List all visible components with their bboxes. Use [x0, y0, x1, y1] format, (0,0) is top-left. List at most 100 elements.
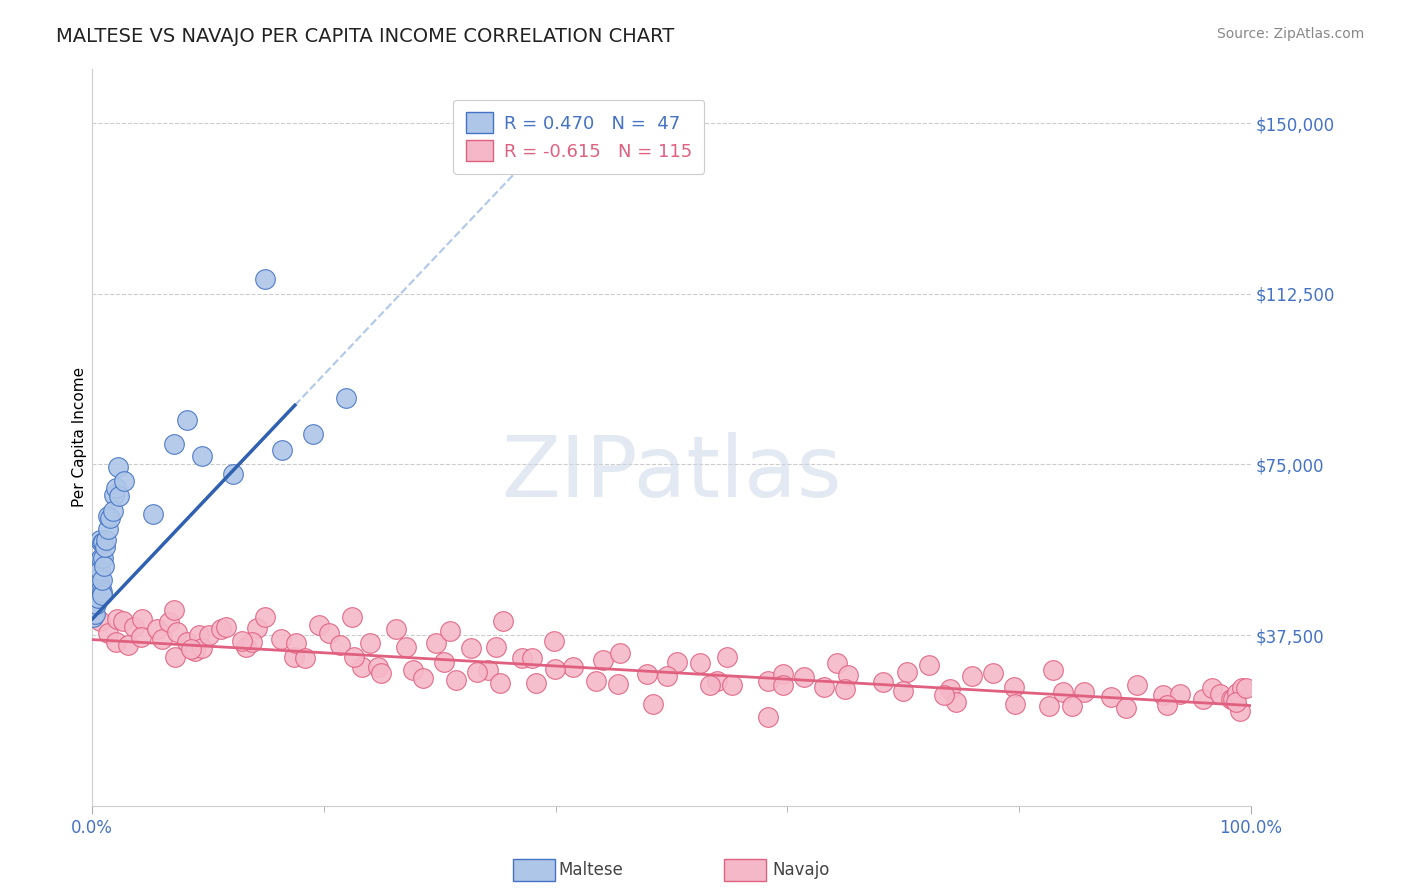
Point — [163, 602, 186, 616]
Point — [465, 665, 488, 680]
Point — [105, 612, 128, 626]
Point — [1225, 694, 1247, 708]
Point — [1192, 691, 1215, 706]
Point — [329, 638, 352, 652]
Point — [294, 651, 316, 665]
Point — [82, 609, 104, 624]
Point — [609, 646, 631, 660]
Point — [1004, 697, 1026, 711]
Point — [103, 488, 125, 502]
Point — [180, 642, 202, 657]
Point — [283, 650, 305, 665]
Y-axis label: Per Capita Income: Per Capita Income — [72, 367, 87, 508]
Point — [285, 636, 308, 650]
Point — [716, 649, 738, 664]
Point — [1052, 685, 1074, 699]
Point — [340, 610, 363, 624]
Point — [488, 676, 510, 690]
Point — [960, 668, 983, 682]
Point — [585, 673, 607, 688]
Point — [190, 640, 212, 655]
Point — [432, 655, 454, 669]
Point — [84, 589, 107, 603]
Point — [91, 585, 114, 599]
Point — [187, 627, 209, 641]
Point — [1115, 701, 1137, 715]
Point — [91, 574, 114, 588]
Point — [107, 460, 129, 475]
Point — [87, 555, 110, 569]
Point — [917, 658, 939, 673]
Point — [343, 650, 366, 665]
Point — [520, 650, 543, 665]
Point — [90, 551, 112, 566]
Point — [834, 682, 856, 697]
Point — [97, 508, 120, 523]
Point — [270, 632, 292, 647]
Point — [706, 673, 728, 688]
Point — [271, 442, 294, 457]
Point — [896, 665, 918, 679]
Point — [235, 640, 257, 655]
Point — [477, 663, 499, 677]
Point — [94, 541, 117, 555]
Point — [1073, 684, 1095, 698]
Point — [103, 503, 125, 517]
Point — [1209, 687, 1232, 701]
Point — [370, 665, 392, 680]
Point — [87, 591, 110, 605]
Point — [1222, 692, 1244, 706]
Point — [607, 676, 630, 690]
Point — [657, 668, 679, 682]
Point — [636, 666, 658, 681]
Text: MALTESE VS NAVAJO PER CAPITA INCOME CORRELATION CHART: MALTESE VS NAVAJO PER CAPITA INCOME CORR… — [56, 27, 675, 45]
Point — [131, 612, 153, 626]
Point — [184, 644, 207, 658]
Point — [1226, 686, 1249, 700]
Point — [215, 620, 238, 634]
Point — [86, 591, 108, 605]
Point — [1230, 681, 1253, 696]
Point — [86, 562, 108, 576]
Point — [86, 586, 108, 600]
Point — [318, 626, 340, 640]
Point — [402, 664, 425, 678]
Point — [335, 391, 357, 405]
Point — [543, 634, 565, 648]
Point — [412, 671, 434, 685]
Point — [209, 622, 232, 636]
Point — [222, 467, 245, 482]
Point — [176, 635, 198, 649]
Point — [83, 607, 105, 622]
Point — [83, 566, 105, 581]
Point — [176, 413, 198, 427]
Point — [152, 632, 174, 646]
Point — [86, 555, 108, 569]
Point — [444, 673, 467, 688]
Point — [117, 638, 139, 652]
Point — [84, 597, 107, 611]
Point — [163, 650, 186, 665]
Point — [1156, 698, 1178, 712]
Point — [146, 623, 169, 637]
Text: ZIPatlas: ZIPatlas — [501, 433, 842, 516]
Point — [163, 437, 186, 451]
Point — [524, 675, 547, 690]
Point — [104, 482, 127, 496]
Text: Navajo: Navajo — [773, 861, 830, 879]
Point — [1060, 699, 1083, 714]
Point — [793, 669, 815, 683]
Point — [367, 660, 389, 674]
Point — [98, 510, 121, 524]
Point — [142, 508, 165, 522]
Point — [308, 618, 330, 632]
Point — [1002, 681, 1025, 695]
Point — [394, 640, 416, 654]
Point — [939, 681, 962, 696]
Point — [253, 271, 276, 285]
Point — [425, 635, 447, 649]
Point — [485, 640, 508, 654]
Point — [84, 573, 107, 587]
Point — [93, 559, 115, 574]
Point — [359, 636, 381, 650]
